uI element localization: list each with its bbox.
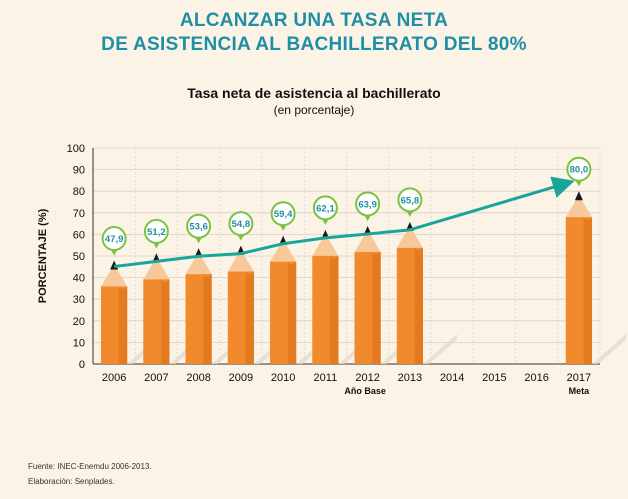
y-tick-label: 10 xyxy=(73,337,85,349)
pencil-scallop xyxy=(101,286,128,290)
y-tick-label: 0 xyxy=(79,359,85,371)
value-pin xyxy=(101,226,127,252)
x-tick-label: 2013 xyxy=(398,372,422,384)
value-label: 53,6 xyxy=(189,222,208,233)
x-tick-label: 2011 xyxy=(314,372,338,384)
footnote-elaboration: Elaboración: Senplades. xyxy=(28,477,115,486)
value-pin xyxy=(312,195,338,221)
pencil-wood xyxy=(396,225,423,248)
value-label: 63,9 xyxy=(358,199,377,210)
value-pin xyxy=(270,201,296,227)
x-tick-label: 2009 xyxy=(229,372,253,384)
pencil-tip xyxy=(574,191,583,201)
pencil-scallop xyxy=(185,274,212,277)
chart-subtitle: (en porcentaje) xyxy=(273,103,355,117)
category-note: Meta xyxy=(569,386,590,396)
pencil-wood xyxy=(143,257,170,280)
pencil-wood xyxy=(101,264,128,287)
pencil-scallop xyxy=(143,279,170,282)
value-pin xyxy=(397,187,423,213)
value-label: 65,8 xyxy=(401,195,420,206)
y-tick-label: 50 xyxy=(73,251,85,263)
bar-stripe xyxy=(372,251,381,364)
x-tick-label: 2006 xyxy=(102,372,126,384)
pencil-wood xyxy=(565,195,592,218)
trend-line xyxy=(113,181,568,269)
y-tick-label: 30 xyxy=(73,294,85,306)
value-label: 80,0 xyxy=(570,165,589,176)
bar-stripe xyxy=(583,217,592,364)
pencil-scallop xyxy=(227,271,254,275)
x-tick-label: 2015 xyxy=(482,372,506,384)
x-tick-label: 2016 xyxy=(524,372,548,384)
x-tick-label: 2010 xyxy=(271,372,295,384)
x-tick-label: 2017 xyxy=(567,372,591,384)
bar-shadow xyxy=(422,334,457,364)
pencil-scallop xyxy=(312,255,339,259)
bar-stripe xyxy=(245,271,254,364)
bar-stripe xyxy=(287,261,297,364)
pencil-wood xyxy=(227,249,254,272)
value-pin xyxy=(355,191,381,217)
bar-stripe xyxy=(414,247,423,364)
pencil-wood xyxy=(312,233,339,256)
y-tick-label: 40 xyxy=(73,273,85,285)
pencil-wood xyxy=(354,229,381,252)
trend-arrow-head xyxy=(550,176,575,198)
value-label: 59,4 xyxy=(274,209,293,220)
main-title-line-1: ALCANZAR UNA TASA NETA xyxy=(179,10,449,31)
y-tick-label: 100 xyxy=(67,143,85,155)
x-tick-label: 2008 xyxy=(186,372,210,384)
pencil-scallop xyxy=(396,247,423,251)
bar-stripe xyxy=(203,274,212,364)
value-label: 47,9 xyxy=(105,234,124,245)
y-tick-label: 70 xyxy=(73,208,85,220)
bar-stripe xyxy=(118,286,128,364)
main-title-line-2: DE ASISTENCIA AL BACHILLERATO DEL 80% xyxy=(101,34,527,55)
pencil-wood xyxy=(270,239,297,262)
x-tick-label: 2012 xyxy=(355,372,379,384)
value-pin xyxy=(566,156,592,182)
pencil-wood xyxy=(185,252,212,275)
footnote-source: Fuente: INEC-Enemdu 2006-2013. xyxy=(28,462,152,471)
value-label: 54,8 xyxy=(232,219,251,230)
bar-stripe xyxy=(330,255,339,364)
value-label: 51,2 xyxy=(147,227,166,238)
y-tick-label: 80 xyxy=(73,186,85,198)
pencil-scallop xyxy=(565,217,592,220)
chart-title: Tasa neta de asistencia al bachillerato xyxy=(187,85,441,101)
y-tick-label: 90 xyxy=(73,165,85,177)
value-pin xyxy=(143,218,169,244)
y-tick-label: 20 xyxy=(73,316,85,328)
x-tick-label: 2007 xyxy=(144,372,168,384)
value-label: 62,1 xyxy=(316,203,335,214)
y-axis-label: PORCENTAJE (%) xyxy=(37,208,49,303)
bar-stripe xyxy=(161,279,170,364)
value-pin xyxy=(228,211,254,237)
x-tick-label: 2014 xyxy=(440,372,464,384)
y-tick-label: 60 xyxy=(73,229,85,241)
pencil-scallop xyxy=(354,251,381,255)
value-pin xyxy=(186,213,212,239)
bar-shadow xyxy=(591,334,626,364)
category-note: Año Base xyxy=(344,386,386,396)
pencil-scallop xyxy=(270,261,297,265)
